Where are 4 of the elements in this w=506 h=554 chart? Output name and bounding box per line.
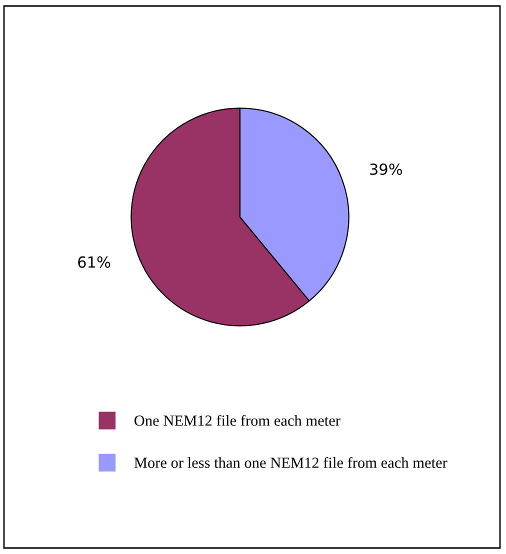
- data-label: 39%: [370, 163, 402, 175]
- legend-label: More or less than one NEM12 file from each meter: [134, 456, 448, 468]
- legend-label: One NEM12 file from each meter: [134, 414, 340, 426]
- data-label: 61%: [78, 256, 110, 268]
